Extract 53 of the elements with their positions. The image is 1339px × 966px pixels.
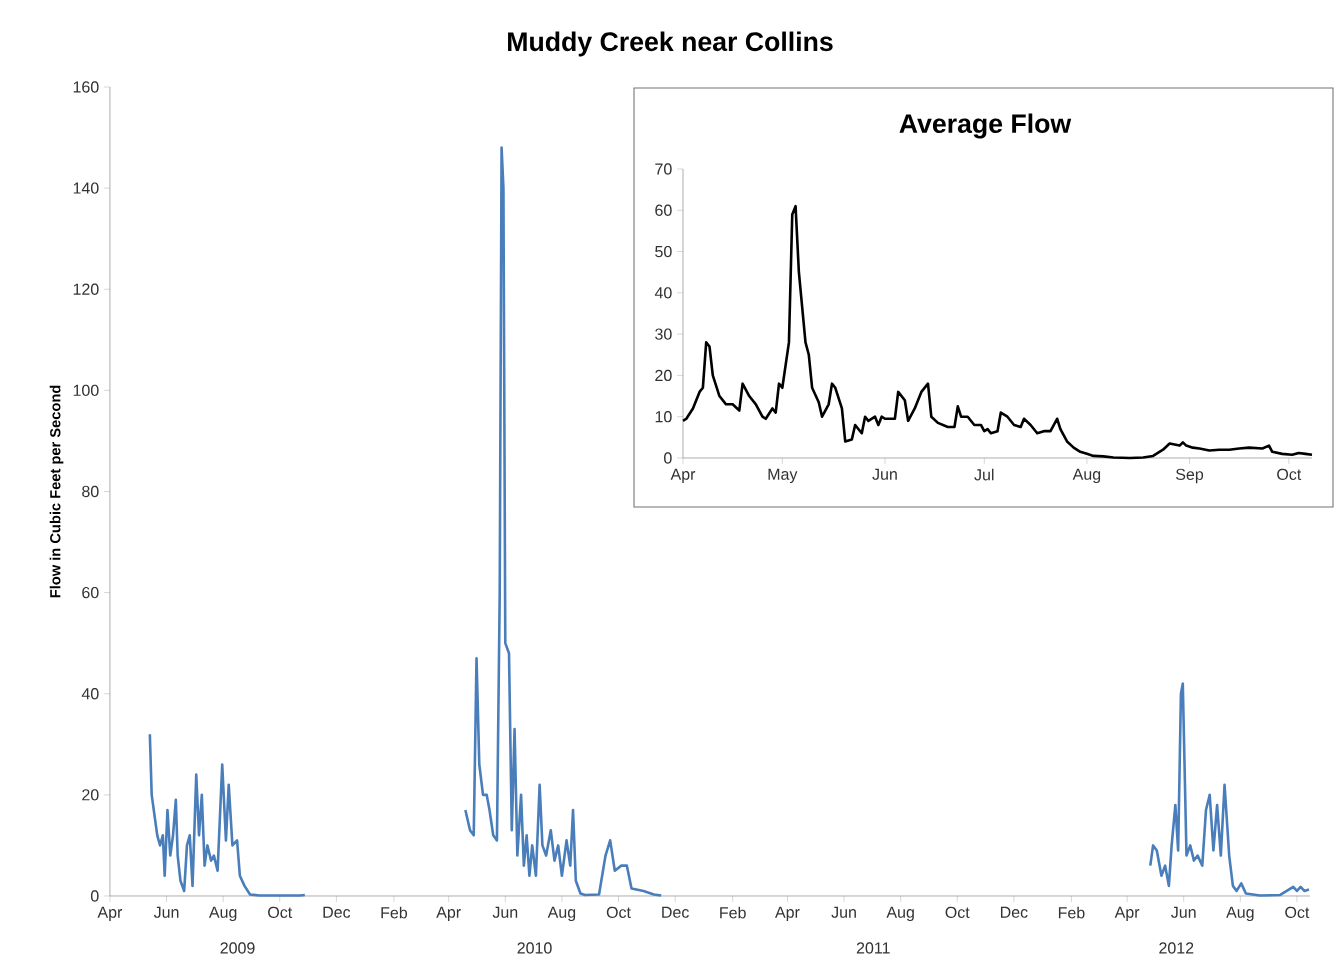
x-tick-label: Jun (831, 906, 856, 918)
y-tick-label: 100 (73, 384, 99, 397)
x-tick-label: Aug (886, 906, 914, 922)
y-tick-label: 10 (655, 411, 672, 423)
y-tick-label: 50 (655, 245, 672, 258)
chart-title: Average Flow (899, 113, 1072, 139)
x-tick-label: Feb (1058, 906, 1085, 919)
x-tick-label: Sep (1176, 468, 1204, 484)
x-tick-label: Feb (720, 906, 746, 919)
y-tick-label: 0 (664, 452, 672, 464)
x-tick-label: Dec (662, 906, 689, 918)
y-tick-label: 60 (655, 204, 672, 216)
x-tick-label: Dec (323, 906, 351, 918)
x-tick-label: Oct (606, 906, 631, 919)
text: 2012 (1159, 942, 1194, 954)
x-tick-label: Apr (97, 906, 123, 922)
x-tick-label: Jun (492, 906, 518, 918)
y-tick-label: 20 (655, 369, 672, 382)
x-tick-label: Aug (208, 906, 237, 922)
x-tick-label: Jun (872, 468, 897, 480)
x-tick-label: Oct (945, 906, 970, 919)
chart-title: Muddy Creek near Collins (508, 31, 833, 57)
x-tick-label: Oct (268, 906, 293, 919)
y-tick-label: 80 (82, 485, 99, 498)
x-tick-label: Apr (775, 906, 800, 922)
x-tick-label: Apr (670, 468, 696, 484)
text: 2010 (517, 942, 552, 954)
x-tick-label: Apr (1114, 906, 1140, 922)
y-tick-label: 160 (73, 81, 99, 93)
y-tick-label: 20 (82, 789, 99, 801)
y-axis-title: Flow in Cubic Feet per Second (49, 385, 64, 598)
y-tick-label: 70 (655, 163, 672, 175)
x-tick-label: Oct (1277, 468, 1302, 481)
y-tick-label: 120 (73, 283, 99, 295)
x-tick-label: Jun (1171, 906, 1196, 918)
y-tick-label: 140 (73, 182, 99, 194)
x-tick-label: Aug (1226, 906, 1254, 922)
x-tick-label: Aug (1072, 468, 1101, 484)
x-tick-label: Aug (547, 906, 576, 922)
text: 2011 (856, 942, 890, 954)
x-tick-label: Oct (1285, 906, 1310, 919)
y-tick-label: 40 (654, 287, 672, 299)
x-tick-label: Jun (153, 906, 179, 918)
y-tick-label: 40 (81, 688, 99, 700)
y-tick-label: 30 (655, 328, 672, 340)
x-tick-label: May (768, 468, 798, 484)
x-tick-label: Apr (436, 906, 461, 922)
x-tick-label: Dec (1000, 906, 1028, 918)
x-tick-label: Jul (974, 468, 994, 481)
y-tick-label: 60 (82, 586, 99, 599)
y-tick-label: 0 (90, 890, 99, 902)
x-tick-label: Feb (381, 906, 408, 919)
text: 2009 (220, 942, 255, 954)
